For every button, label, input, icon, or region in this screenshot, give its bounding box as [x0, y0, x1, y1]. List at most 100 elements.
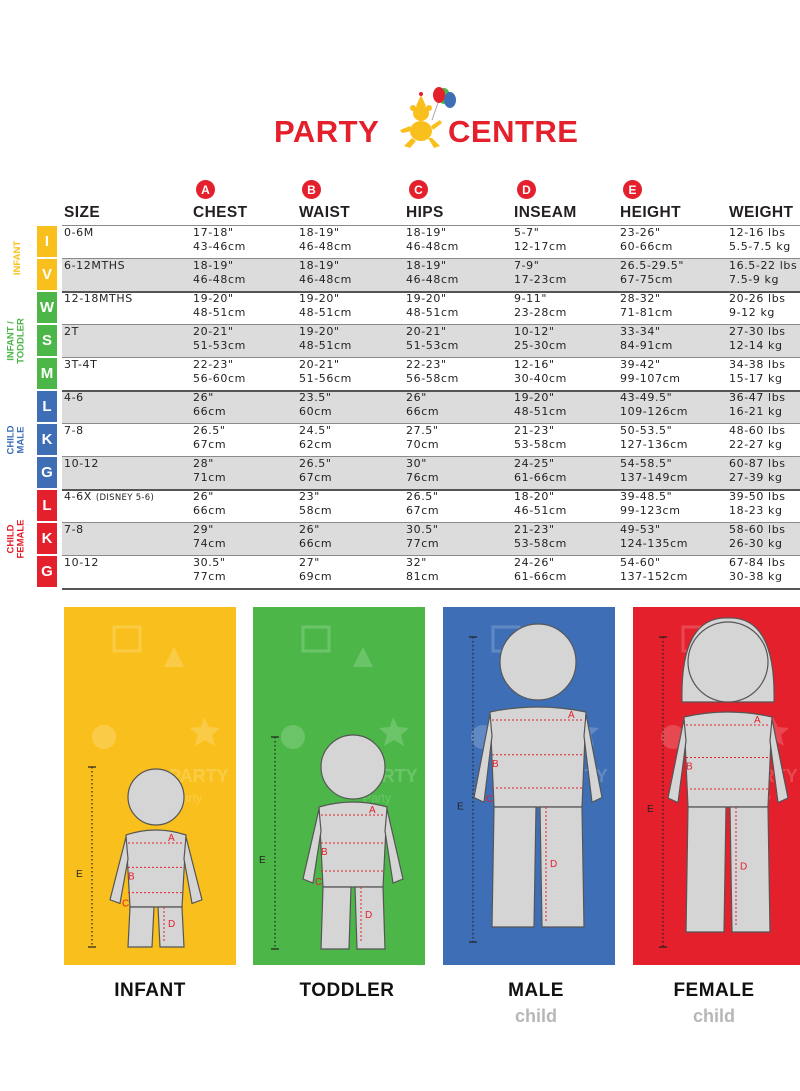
waist-cell: 24.5" 62cm [299, 424, 332, 452]
table-row: 12-18MTHS 19-20" 48-51cm 19-20" 48-51cm 19-20… [62, 291, 800, 324]
chest-imperial: 26" [193, 391, 214, 404]
height-imperial: 28-32" [620, 292, 661, 305]
row-divider [62, 258, 800, 259]
size-cell: 4-6 [64, 391, 84, 405]
column-label-inseam: INSEAM [514, 204, 577, 221]
chest-cell: 28" 71cm [193, 457, 226, 485]
waist-metric: 67cm [299, 471, 333, 484]
chest-cell: 26" 66cm [193, 490, 226, 518]
hips-metric: 66cm [406, 405, 440, 418]
size-value: 12-18MTHS [64, 292, 133, 305]
infant-figure-panel: PARTY Party A B C D E [64, 607, 236, 965]
caption-infant: INFANT [114, 980, 186, 1001]
hips-cell: 32" 81cm [406, 556, 439, 584]
inseam-cell: 9-11" 23-28cm [514, 292, 567, 320]
waist-metric: 48-51cm [299, 339, 352, 352]
weight-imperial: 34-38 lbs [729, 358, 786, 371]
weight-metric: 12-14 kg [729, 339, 783, 352]
chest-metric: 48-51cm [193, 306, 246, 319]
height-cell: 28-32" 71-81cm [620, 292, 673, 320]
size-letter-tab: L [37, 490, 57, 521]
inseam-cell: 10-12" 25-30cm [514, 325, 567, 353]
hips-imperial: 26" [406, 391, 427, 404]
weight-cell: 27-30 lbs 12-14 kg [729, 325, 786, 353]
weight-metric: 15-17 kg [729, 372, 783, 385]
hips-cell: 19-20" 48-51cm [406, 292, 459, 320]
chest-metric: 56-60cm [193, 372, 246, 385]
chest-metric: 66cm [193, 504, 227, 517]
waist-imperial: 23" [299, 490, 320, 503]
group-label: CHILD FEMALE [5, 489, 30, 588]
inseam-imperial: 12-16" [514, 358, 555, 371]
height-metric: 67-75cm [620, 273, 673, 286]
size-value: 2T [64, 325, 79, 338]
group-label-line2: TODDLER [15, 317, 26, 364]
height-imperial: 23-26" [620, 226, 661, 239]
weight-cell: 58-60 lbs 26-30 kg [729, 523, 786, 551]
height-cell: 49-53" 124-135cm [620, 523, 688, 551]
waist-imperial: 23.5" [299, 391, 332, 404]
chest-cell: 26.5" 67cm [193, 424, 226, 452]
measure-mark-a: A [168, 833, 175, 844]
size-note: (DISNEY 5-6) [95, 493, 155, 503]
row-divider [62, 324, 800, 325]
inseam-cell: 24-26" 61-66cm [514, 556, 567, 584]
size-letter-tab: L [37, 391, 57, 422]
hips-metric: 48-51cm [406, 306, 459, 319]
waist-cell: 23.5" 60cm [299, 391, 332, 419]
chest-metric: 46-48cm [193, 273, 246, 286]
group-divider [62, 291, 800, 293]
size-letter-tab: S [37, 325, 57, 356]
hips-imperial: 20-21" [406, 325, 447, 338]
hips-imperial: 32" [406, 556, 427, 569]
hips-metric: 76cm [406, 471, 440, 484]
column-label-chest: CHEST [193, 204, 248, 221]
inseam-imperial: 10-12" [514, 325, 555, 338]
height-cell: 54-60" 137-152cm [620, 556, 688, 584]
child-silhouette [109, 768, 203, 948]
chest-imperial: 29" [193, 523, 214, 536]
inseam-cell: 24-25" 61-66cm [514, 457, 567, 485]
hips-cell: 30" 76cm [406, 457, 439, 485]
weight-imperial: 12-16 lbs [729, 226, 786, 239]
waist-cell: 26.5" 67cm [299, 457, 332, 485]
size-letter-tab: W [37, 292, 57, 323]
inseam-cell: 21-23" 53-58cm [514, 424, 567, 452]
height-imperial: 43-49.5" [620, 391, 673, 404]
toddler-figure-panel: PARTY Party A B C D E [253, 607, 425, 965]
measure-mark-e: E [76, 869, 83, 880]
hips-imperial: 27.5" [406, 424, 439, 437]
size-cell: 3T-4T [64, 358, 97, 372]
inseam-cell: 5-7" 12-17cm [514, 226, 567, 254]
table-row: 4-6X (DISNEY 5-6) 26" 66cm 23" 58cm 26.5" 67cm 1… [62, 489, 800, 522]
weight-metric: 22-27 kg [729, 438, 783, 451]
size-letter-tab: K [37, 424, 57, 455]
measure-mark-b: B [686, 762, 693, 773]
height-metric: 84-91cm [620, 339, 673, 352]
measure-mark-d: D [168, 919, 175, 930]
weight-cell: 60-87 lbs 27-39 kg [729, 457, 786, 485]
group-label-line2: MALE [15, 426, 26, 453]
size-cell: 2T [64, 325, 79, 339]
measure-mark-e: E [259, 855, 266, 866]
group-label-line1: INFANT / [5, 320, 16, 361]
inseam-metric: 61-66cm [514, 570, 567, 583]
hips-metric: 46-48cm [406, 273, 459, 286]
height-imperial: 26.5-29.5" [620, 259, 685, 272]
waist-cell: 20-21" 51-56cm [299, 358, 352, 386]
weight-imperial: 16.5-22 lbs [729, 259, 798, 272]
size-value: 7-8 [64, 424, 84, 437]
size-letter-tab: G [37, 457, 57, 488]
weight-cell: 36-47 lbs 16-21 kg [729, 391, 786, 419]
measurement-guides [128, 842, 184, 941]
logo-text-party: PARTY [274, 114, 380, 149]
hips-cell: 18-19" 46-48cm [406, 259, 459, 287]
waist-metric: 62cm [299, 438, 333, 451]
weight-cell: 48-60 lbs 22-27 kg [729, 424, 786, 452]
size-cell: 10-12 [64, 556, 99, 570]
weight-metric: 18-23 kg [729, 504, 783, 517]
column-header-waist: B WAIST [299, 180, 350, 221]
group-label: INFANT / TODDLER [5, 291, 30, 390]
